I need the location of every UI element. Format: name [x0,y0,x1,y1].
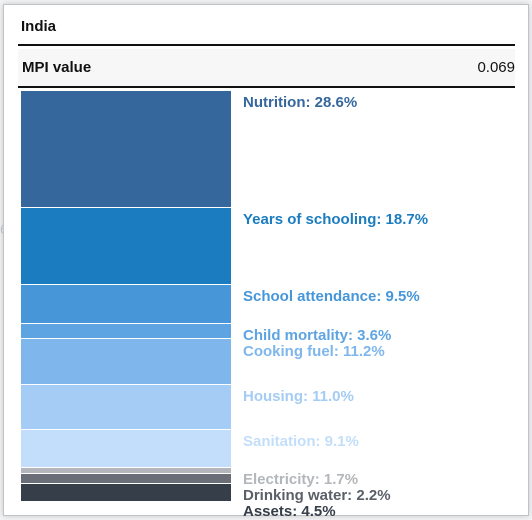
segment-label: Nutrition: 28.6% [243,94,358,111]
bar-segment [21,384,231,431]
segment-label: Assets: 4.5% [243,502,336,520]
bar-segment [21,208,231,286]
country-title: India [21,18,57,35]
segment-label: Cooking fuel: 11.2% [243,343,385,361]
segment-label: Years of schooling: 18.7% [243,211,429,229]
mpi-label: MPI value [22,59,92,76]
header-divider [18,44,515,46]
tooltip-panel: India MPI value 0.069 Nutrition: 28.6% Ye… [3,4,529,520]
bar-segment [21,474,231,484]
bar-segment [21,467,231,475]
segment-label: Sanitation: 9.1% [243,433,359,451]
bar-segment [21,285,231,325]
segment-label: Drinking water: 2.2% [243,486,391,504]
mpi-row: MPI value 0.069 [18,49,515,86]
mpi-divider [18,86,515,88]
mpi-value: 0.069 [477,59,515,76]
bar-segment [21,91,231,209]
bar-segment [21,338,231,385]
segment-label: Electricity: 1.7% [243,470,359,488]
segment-label: Housing: 11.0% [243,387,354,405]
segment-label: Child mortality: 3.6% [243,327,392,345]
bar-segment [21,430,231,468]
bar-segment [21,324,231,339]
bar-segment [21,483,231,502]
segment-label: School attendance: 9.5% [243,288,420,306]
